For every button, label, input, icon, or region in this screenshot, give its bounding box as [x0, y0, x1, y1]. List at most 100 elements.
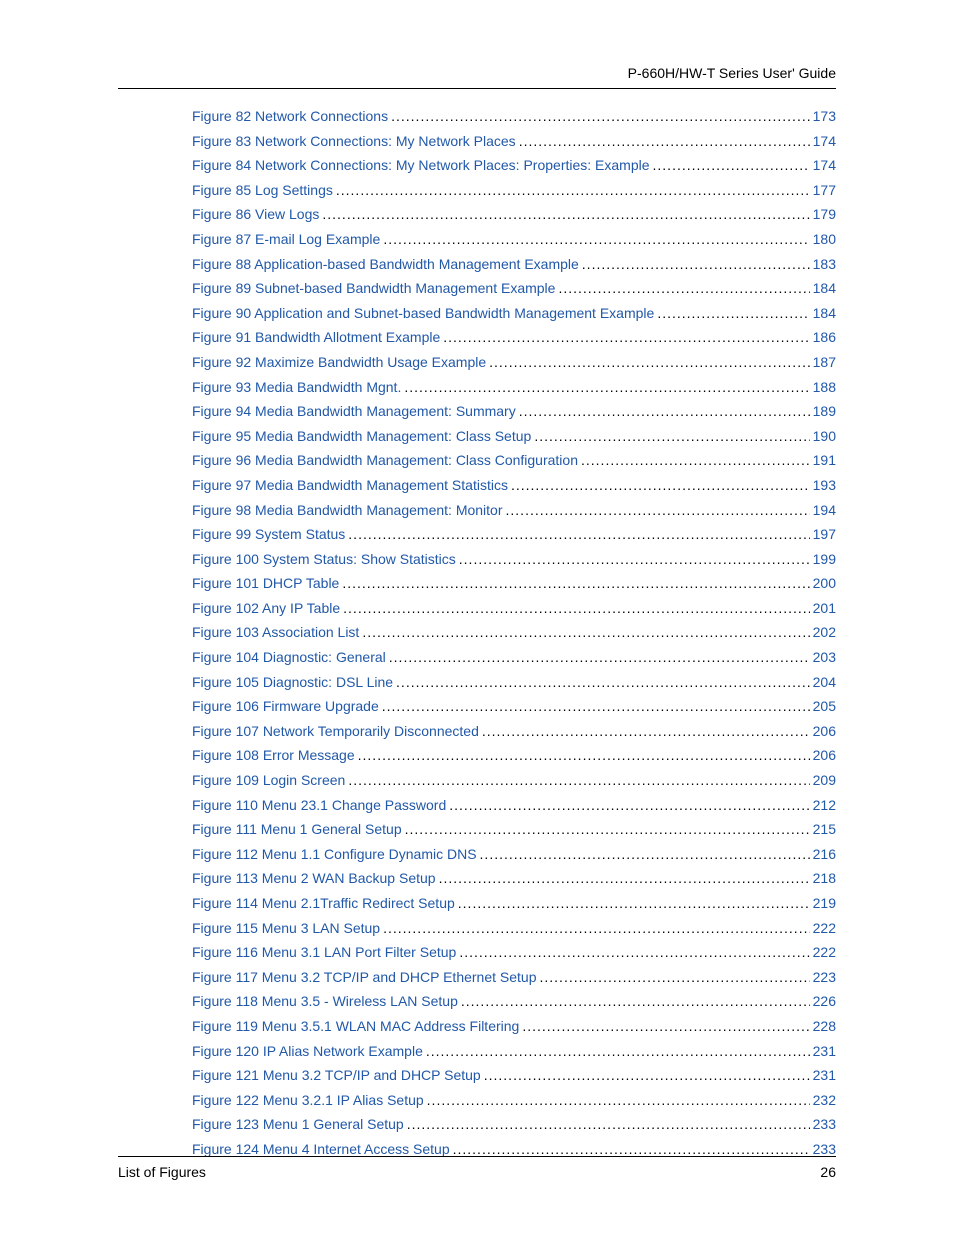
- toc-entry-page[interactable]: 233: [813, 1116, 836, 1133]
- toc-entry-page[interactable]: 188: [813, 379, 836, 396]
- toc-entry-page[interactable]: 206: [813, 747, 836, 764]
- toc-entry-label[interactable]: Figure 117 Menu 3.2 TCP/IP and DHCP Ethe…: [192, 969, 537, 986]
- toc-entry-label[interactable]: Figure 101 DHCP Table: [192, 575, 339, 592]
- toc-entry-label[interactable]: Figure 107 Network Temporarily Disconnec…: [192, 723, 479, 740]
- toc-entry-label[interactable]: Figure 85 Log Settings: [192, 182, 333, 199]
- toc-entry-label[interactable]: Figure 113 Menu 2 WAN Backup Setup: [192, 870, 436, 887]
- toc-leader-dots: ........................................…: [405, 821, 810, 838]
- toc-entry-page[interactable]: 228: [813, 1018, 836, 1035]
- toc-entry-page[interactable]: 180: [813, 231, 836, 248]
- header-rule: [118, 88, 836, 89]
- toc-entry-label[interactable]: Figure 82 Network Connections: [192, 108, 388, 125]
- toc-entry-label[interactable]: Figure 120 IP Alias Network Example: [192, 1043, 423, 1060]
- toc-entry-label[interactable]: Figure 86 View Logs: [192, 206, 319, 223]
- toc-entry-page[interactable]: 222: [813, 920, 836, 937]
- toc-entry-page[interactable]: 191: [813, 452, 836, 469]
- toc-entry-page[interactable]: 232: [813, 1092, 836, 1109]
- toc-entry-page[interactable]: 193: [813, 477, 836, 494]
- toc-entry-label[interactable]: Figure 89 Subnet-based Bandwidth Managem…: [192, 280, 555, 297]
- toc-entry-label[interactable]: Figure 95 Media Bandwidth Management: Cl…: [192, 428, 531, 445]
- toc-entry-page[interactable]: 190: [813, 428, 836, 445]
- toc-entry-page[interactable]: 226: [813, 993, 836, 1010]
- toc-entry-page[interactable]: 202: [813, 624, 836, 641]
- toc-entry-page[interactable]: 183: [813, 256, 836, 273]
- toc-entry-page[interactable]: 206: [813, 723, 836, 740]
- toc-entry: Figure 119 Menu 3.5.1 WLAN MAC Address F…: [192, 1018, 836, 1035]
- toc-entry-label[interactable]: Figure 110 Menu 23.1 Change Password: [192, 797, 446, 814]
- toc-entry-page[interactable]: 204: [813, 674, 836, 691]
- toc-entry-label[interactable]: Figure 114 Menu 2.1Traffic Redirect Setu…: [192, 895, 455, 912]
- toc-entry-label[interactable]: Figure 108 Error Message: [192, 747, 355, 764]
- toc-entry-label[interactable]: Figure 91 Bandwidth Allotment Example: [192, 329, 440, 346]
- toc-leader-dots: ........................................…: [342, 575, 809, 592]
- toc-entry-label[interactable]: Figure 122 Menu 3.2.1 IP Alias Setup: [192, 1092, 424, 1109]
- toc-entry-label[interactable]: Figure 98 Media Bandwidth Management: Mo…: [192, 502, 503, 519]
- toc-entry-page[interactable]: 216: [813, 846, 836, 863]
- toc-entry-page[interactable]: 184: [813, 305, 836, 322]
- toc-entry-page[interactable]: 231: [813, 1043, 836, 1060]
- toc-leader-dots: ........................................…: [461, 993, 810, 1010]
- toc-entry-label[interactable]: Figure 88 Application-based Bandwidth Ma…: [192, 256, 579, 273]
- toc-entry-page[interactable]: 174: [813, 133, 836, 150]
- toc-entry: Figure 93 Media Bandwidth Mgnt. ........…: [192, 379, 836, 396]
- toc-entry-label[interactable]: Figure 102 Any IP Table: [192, 600, 340, 617]
- toc-entry: Figure 95 Media Bandwidth Management: Cl…: [192, 428, 836, 445]
- toc-entry-label[interactable]: Figure 123 Menu 1 General Setup: [192, 1116, 404, 1133]
- toc-entry-label[interactable]: Figure 93 Media Bandwidth Mgnt.: [192, 379, 401, 396]
- toc-entry-page[interactable]: 209: [813, 772, 836, 789]
- toc-entry-page[interactable]: 219: [813, 895, 836, 912]
- toc-leader-dots: ........................................…: [657, 305, 809, 322]
- toc-entry: Figure 123 Menu 1 General Setup ........…: [192, 1116, 836, 1133]
- toc-entry-label[interactable]: Figure 90 Application and Subnet-based B…: [192, 305, 654, 322]
- toc-entry-label[interactable]: Figure 99 System Status: [192, 526, 345, 543]
- toc-entry-label[interactable]: Figure 121 Menu 3.2 TCP/IP and DHCP Setu…: [192, 1067, 481, 1084]
- toc-entry-label[interactable]: Figure 87 E-mail Log Example: [192, 231, 380, 248]
- toc-entry-page[interactable]: 201: [813, 600, 836, 617]
- toc-entry-label[interactable]: Figure 106 Firmware Upgrade: [192, 698, 379, 715]
- toc-entry-page[interactable]: 194: [813, 502, 836, 519]
- toc-entry-page[interactable]: 184: [813, 280, 836, 297]
- toc-entry-page[interactable]: 186: [813, 329, 836, 346]
- header-title: P-660H/HW-T Series User' Guide: [628, 65, 836, 81]
- toc-leader-dots: ........................................…: [362, 624, 809, 641]
- toc-entry-label[interactable]: Figure 119 Menu 3.5.1 WLAN MAC Address F…: [192, 1018, 519, 1035]
- toc-entry-page[interactable]: 203: [813, 649, 836, 666]
- toc-entry-label[interactable]: Figure 118 Menu 3.5 - Wireless LAN Setup: [192, 993, 458, 1010]
- toc-entry-page[interactable]: 223: [813, 969, 836, 986]
- toc-entry-page[interactable]: 187: [813, 354, 836, 371]
- toc-entry-label[interactable]: Figure 92 Maximize Bandwidth Usage Examp…: [192, 354, 486, 371]
- toc-entry-page[interactable]: 173: [813, 108, 836, 125]
- toc-entry-page[interactable]: 197: [813, 526, 836, 543]
- toc-entry-page[interactable]: 174: [813, 157, 836, 174]
- toc-entry-label[interactable]: Figure 96 Media Bandwidth Management: Cl…: [192, 452, 578, 469]
- toc-entry-label[interactable]: Figure 94 Media Bandwidth Management: Su…: [192, 403, 516, 420]
- toc-entry-page[interactable]: 200: [813, 575, 836, 592]
- toc-leader-dots: ........................................…: [459, 944, 809, 961]
- toc-entry-label[interactable]: Figure 109 Login Screen: [192, 772, 345, 789]
- toc-entry-label[interactable]: Figure 103 Association List: [192, 624, 359, 641]
- toc-entry-label[interactable]: Figure 112 Menu 1.1 Configure Dynamic DN…: [192, 846, 477, 863]
- toc-entry-label[interactable]: Figure 83 Network Connections: My Networ…: [192, 133, 516, 150]
- toc-entry-page[interactable]: 179: [813, 206, 836, 223]
- toc-leader-dots: ........................................…: [322, 206, 809, 223]
- toc-entry-page[interactable]: 177: [813, 182, 836, 199]
- toc-entry-label[interactable]: Figure 100 System Status: Show Statistic…: [192, 551, 456, 568]
- toc-entry-label[interactable]: Figure 115 Menu 3 LAN Setup: [192, 920, 380, 937]
- toc-entry-label[interactable]: Figure 111 Menu 1 General Setup: [192, 821, 402, 838]
- toc-entry-page[interactable]: 222: [813, 944, 836, 961]
- toc-entry-label[interactable]: Figure 116 Menu 3.1 LAN Port Filter Setu…: [192, 944, 456, 961]
- toc-entry-page[interactable]: 218: [813, 870, 836, 887]
- toc-entry-page[interactable]: 189: [813, 403, 836, 420]
- toc-entry-page[interactable]: 205: [813, 698, 836, 715]
- toc-entry-page[interactable]: 215: [813, 821, 836, 838]
- toc-entry-label[interactable]: Figure 97 Media Bandwidth Management Sta…: [192, 477, 508, 494]
- toc-entry-label[interactable]: Figure 105 Diagnostic: DSL Line: [192, 674, 393, 691]
- toc-leader-dots: ........................................…: [336, 182, 810, 199]
- toc-entry-label[interactable]: Figure 84 Network Connections: My Networ…: [192, 157, 650, 174]
- toc-entry: Figure 85 Log Settings .................…: [192, 182, 836, 199]
- toc-entry-page[interactable]: 212: [813, 797, 836, 814]
- toc-entry-page[interactable]: 199: [813, 551, 836, 568]
- toc-entry-label[interactable]: Figure 104 Diagnostic: General: [192, 649, 386, 666]
- toc-leader-dots: ........................................…: [343, 600, 809, 617]
- toc-entry-page[interactable]: 231: [813, 1067, 836, 1084]
